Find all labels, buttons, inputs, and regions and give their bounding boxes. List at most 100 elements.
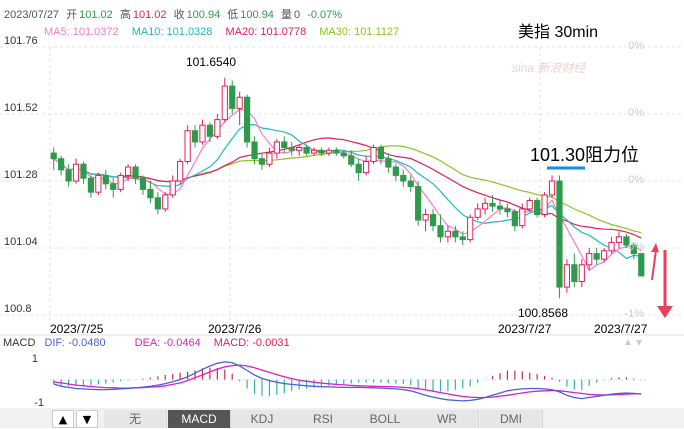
candle — [318, 147, 325, 156]
candle — [474, 203, 481, 221]
candle — [377, 144, 385, 165]
candle — [600, 248, 608, 262]
macd-legend: MACD DIF: -0.0480 DEA: -0.0464 MACD: -0.… — [3, 337, 290, 349]
date-tick: 2023/7/26 — [208, 322, 262, 336]
candle — [623, 234, 630, 248]
tab-wr[interactable]: WR — [416, 410, 479, 428]
candle — [296, 144, 303, 156]
candle — [638, 253, 645, 277]
macd-axis-top: 1 — [32, 353, 38, 365]
date-tick: 2023/7/25 — [50, 322, 104, 336]
scroll-down-button[interactable]: ▼ — [76, 410, 98, 428]
pct-tick: 0% — [628, 107, 644, 119]
header-high: 101.02 — [133, 9, 167, 21]
candle — [348, 150, 355, 168]
pct-tick: 0% — [628, 241, 644, 253]
candle — [191, 125, 199, 148]
date-tick: 2023/7/27 — [594, 322, 648, 336]
candle — [273, 139, 280, 159]
scroll-up-button[interactable]: ▲ — [52, 410, 74, 428]
tab-boll[interactable]: BOLL — [354, 410, 417, 428]
macd-name: MACD — [3, 337, 35, 349]
candle — [184, 125, 191, 165]
candle — [221, 77, 228, 123]
header-change: -0.07% — [307, 9, 342, 21]
candle — [578, 259, 585, 288]
dif-line — [53, 361, 642, 402]
candle — [548, 175, 556, 198]
ma-legend: MA5: 101.0372 MA10: 101.0328 MA20: 101.0… — [44, 26, 399, 38]
pct-tick: -1% — [624, 308, 644, 320]
candle — [407, 175, 414, 193]
candle — [459, 231, 466, 246]
macd-nav-icons[interactable] — [625, 339, 642, 346]
candle — [400, 169, 407, 187]
price-tick: 101.04 — [4, 236, 38, 248]
candle — [87, 175, 95, 198]
tab-rsi[interactable]: RSI — [292, 410, 355, 428]
candle — [511, 208, 518, 232]
price-tick: 100.8 — [4, 303, 32, 315]
header-close: 100.94 — [187, 9, 221, 21]
date-tick: 2023/7/27 — [498, 322, 552, 336]
candle — [429, 208, 437, 232]
tab-macd[interactable]: MACD — [168, 410, 231, 428]
candle — [124, 164, 132, 181]
candle — [526, 197, 533, 212]
header-date: 2023/07/27 — [4, 9, 59, 21]
tab-none[interactable]: 无 — [104, 410, 167, 428]
dea-label: DEA: -0.0464 — [135, 337, 201, 349]
candle — [169, 175, 176, 198]
candle — [415, 181, 422, 226]
header-low: 100.94 — [240, 9, 274, 21]
header-open: 101.02 — [79, 9, 113, 21]
candle — [147, 181, 154, 204]
macd-up-icon[interactable] — [625, 339, 631, 345]
candle — [541, 192, 548, 218]
candle — [117, 172, 124, 193]
candle — [177, 158, 184, 184]
candle — [504, 203, 511, 218]
candle — [608, 236, 615, 254]
price-tick: 101.52 — [4, 102, 38, 114]
candle — [452, 225, 459, 243]
price-axis: 101.76 101.52 101.28 101.04 100.8 — [4, 35, 38, 315]
candle — [630, 242, 637, 260]
down-arrow-icon — [651, 243, 673, 318]
candle — [214, 114, 221, 140]
candle — [370, 144, 377, 165]
watermark: sina 新浪财经 — [512, 61, 587, 75]
macd-down-icon[interactable] — [636, 340, 642, 346]
candle — [534, 197, 541, 218]
candle — [58, 155, 65, 176]
candle — [206, 122, 214, 142]
resistance-label: 101.30阻力位 — [530, 145, 639, 165]
candle — [258, 153, 266, 170]
candle — [481, 197, 489, 215]
candle — [229, 80, 236, 114]
candle — [102, 169, 109, 190]
dif-label: DIF: -0.0480 — [44, 337, 105, 349]
macd-value-label: MACD: -0.0031 — [214, 337, 290, 349]
candle — [281, 136, 288, 154]
candle — [563, 259, 571, 293]
candle — [392, 164, 399, 181]
candle — [519, 203, 526, 229]
tab-kdj[interactable]: KDJ — [231, 410, 294, 428]
candle — [243, 94, 251, 148]
candle — [556, 175, 563, 299]
pct-tick: 0% — [628, 174, 644, 186]
ma5-label: MA5: 101.0372 — [44, 26, 119, 38]
chart-title: 美指 30min — [518, 23, 598, 41]
candle — [80, 161, 87, 184]
candle — [325, 147, 333, 156]
candle — [489, 194, 496, 212]
candle — [132, 164, 139, 184]
candle — [333, 147, 340, 156]
macd-histogram — [53, 367, 642, 397]
candle — [385, 153, 392, 173]
price-tick: 101.28 — [4, 169, 38, 181]
tab-dmi[interactable]: DMI — [480, 410, 543, 428]
date-axis: 2023/7/25 2023/7/26 2023/7/27 2023/7/27 — [50, 322, 648, 336]
pct-tick: 0% — [628, 40, 644, 52]
